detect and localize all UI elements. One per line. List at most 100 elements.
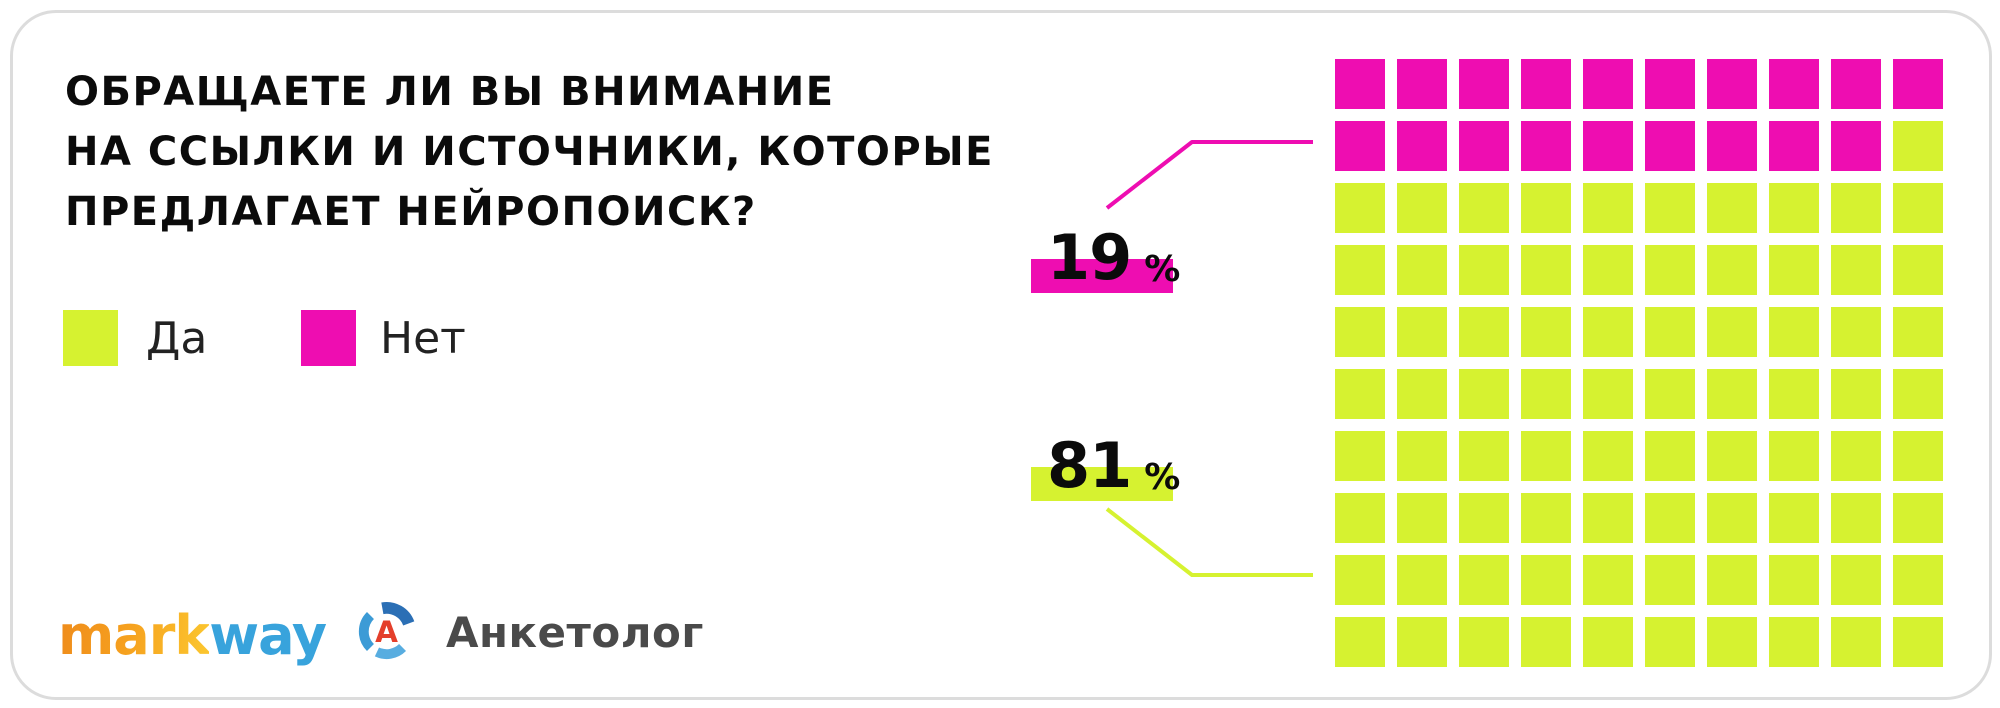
- waffle-cell-Да: [1645, 307, 1695, 357]
- waffle-cell-Да: [1459, 617, 1509, 667]
- waffle-cell-Да: [1459, 369, 1509, 419]
- waffle-cell-Нет: [1645, 59, 1695, 109]
- waffle-cell-Да: [1645, 245, 1695, 295]
- anketolog-icon: А: [358, 602, 415, 659]
- waffle-cell-Да: [1893, 493, 1943, 543]
- waffle-cell-Да: [1645, 431, 1695, 481]
- waffle-cell-Нет: [1769, 121, 1819, 171]
- survey-card: ОБРАЩАЕТЕ ЛИ ВЫ ВНИМАНИЕ НА ССЫЛКИ И ИСТ…: [10, 10, 1992, 700]
- waffle-cell-Нет: [1831, 59, 1881, 109]
- markway-logo-way: way: [209, 604, 327, 667]
- waffle-cell-Да: [1583, 431, 1633, 481]
- waffle-cell-Да: [1893, 121, 1943, 171]
- legend-label-no: Нет: [380, 313, 466, 364]
- waffle-cell-Да: [1459, 307, 1509, 357]
- waffle-cell-Да: [1893, 431, 1943, 481]
- waffle-cell-Да: [1645, 369, 1695, 419]
- legend-label-yes: Да: [146, 313, 208, 364]
- connector-line-no: [1105, 140, 1313, 210]
- waffle-cell-Да: [1397, 617, 1447, 667]
- waffle-cell-Да: [1893, 617, 1943, 667]
- waffle-cell-Да: [1335, 245, 1385, 295]
- waffle-cell-Нет: [1459, 121, 1509, 171]
- waffle-cell-Да: [1769, 369, 1819, 419]
- waffle-cell-Да: [1459, 493, 1509, 543]
- anketolog-icon-arc-bottom: [374, 643, 407, 659]
- waffle-cell-Да: [1893, 183, 1943, 233]
- anketolog-icon-center: [369, 614, 404, 649]
- percent-value-no: 19: [1047, 221, 1132, 294]
- waffle-cell-Нет: [1397, 121, 1447, 171]
- question-title-line3: ПРЕДЛАГАЕТ НЕЙРОПОИСК?: [65, 189, 757, 235]
- waffle-cell-Да: [1335, 431, 1385, 481]
- waffle-cell-Да: [1335, 493, 1385, 543]
- waffle-cell-Да: [1707, 369, 1757, 419]
- anketolog-logo-text: Анкетолог: [446, 608, 704, 657]
- question-title-line2: НА ССЫЛКИ И ИСТОЧНИКИ, КОТОРЫЕ: [65, 129, 995, 175]
- waffle-cell-Да: [1831, 431, 1881, 481]
- anketolog-icon-letter: А: [375, 615, 398, 649]
- waffle-cell-Да: [1769, 307, 1819, 357]
- waffle-cell-Да: [1397, 493, 1447, 543]
- waffle-cell-Да: [1521, 617, 1571, 667]
- percent-text-yes: 81%: [1047, 435, 1180, 499]
- waffle-cell-Да: [1893, 555, 1943, 605]
- waffle-cell-Да: [1769, 183, 1819, 233]
- waffle-cell-Да: [1335, 555, 1385, 605]
- connector-line-yes: [1105, 507, 1313, 577]
- waffle-cell-Да: [1645, 183, 1695, 233]
- waffle-cell-Да: [1831, 493, 1881, 543]
- waffle-cell-Нет: [1769, 59, 1819, 109]
- waffle-cell-Нет: [1831, 121, 1881, 171]
- waffle-cell-Да: [1645, 617, 1695, 667]
- percent-value-yes: 81: [1047, 429, 1132, 502]
- waffle-cell-Да: [1707, 555, 1757, 605]
- waffle-cell-Да: [1397, 183, 1447, 233]
- waffle-cell-Нет: [1459, 59, 1509, 109]
- waffle-cell-Да: [1521, 245, 1571, 295]
- waffle-cell-Да: [1397, 555, 1447, 605]
- waffle-cell-Да: [1459, 555, 1509, 605]
- waffle-cell-Да: [1397, 431, 1447, 481]
- waffle-cell-Да: [1397, 369, 1447, 419]
- waffle-cell-Нет: [1335, 121, 1385, 171]
- question-title-line1: ОБРАЩАЕТЕ ЛИ ВЫ ВНИМАНИЕ: [65, 69, 835, 115]
- anketolog-icon-arc-top: [381, 602, 415, 626]
- waffle-cell-Да: [1769, 245, 1819, 295]
- waffle-cell-Нет: [1893, 59, 1943, 109]
- waffle-cell-Нет: [1583, 59, 1633, 109]
- waffle-cell-Да: [1645, 555, 1695, 605]
- waffle-cell-Да: [1521, 493, 1571, 543]
- waffle-cell-Нет: [1707, 121, 1757, 171]
- waffle-cell-Да: [1583, 555, 1633, 605]
- waffle-cell-Нет: [1583, 121, 1633, 171]
- waffle-cell-Да: [1893, 369, 1943, 419]
- waffle-cell-Да: [1645, 493, 1695, 543]
- waffle-cell-Да: [1707, 617, 1757, 667]
- waffle-cell-Да: [1583, 369, 1633, 419]
- waffle-cell-Да: [1769, 617, 1819, 667]
- waffle-cell-Да: [1893, 245, 1943, 295]
- waffle-cell-Да: [1335, 307, 1385, 357]
- percent-label-yes: 81%: [1031, 435, 1180, 501]
- markway-logo: markway: [58, 609, 327, 663]
- waffle-cell-Да: [1459, 245, 1509, 295]
- percent-sign-yes: %: [1144, 457, 1181, 498]
- waffle-cell-Да: [1831, 183, 1881, 233]
- waffle-cell-Да: [1707, 307, 1757, 357]
- waffle-cell-Нет: [1521, 59, 1571, 109]
- waffle-cell-Нет: [1521, 121, 1571, 171]
- waffle-cell-Да: [1707, 183, 1757, 233]
- waffle-cell-Да: [1521, 307, 1571, 357]
- waffle-cell-Да: [1521, 183, 1571, 233]
- waffle-cell-Да: [1831, 555, 1881, 605]
- waffle-cell-Да: [1769, 555, 1819, 605]
- waffle-cell-Нет: [1397, 59, 1447, 109]
- waffle-cell-Да: [1707, 431, 1757, 481]
- percent-sign-no: %: [1144, 249, 1181, 290]
- waffle-cell-Да: [1583, 617, 1633, 667]
- waffle-cell-Да: [1707, 245, 1757, 295]
- waffle-cell-Да: [1769, 431, 1819, 481]
- percent-text-no: 19%: [1047, 227, 1180, 291]
